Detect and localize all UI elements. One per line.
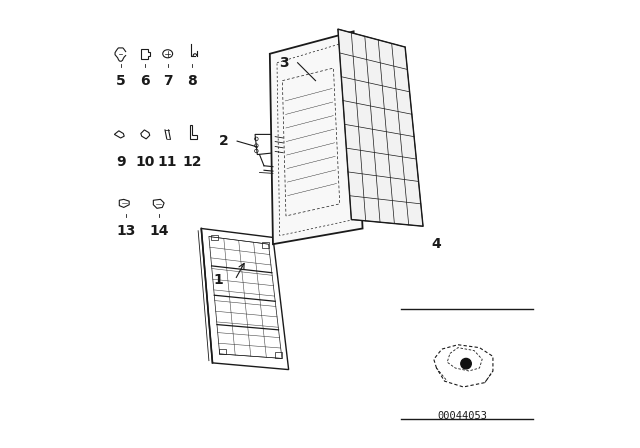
Text: 6: 6: [140, 74, 150, 88]
Text: 10: 10: [136, 155, 155, 168]
Polygon shape: [338, 29, 423, 226]
Bar: [219, 349, 226, 354]
Text: 13: 13: [116, 224, 136, 238]
Text: 9: 9: [116, 155, 125, 168]
Bar: [211, 235, 218, 240]
Bar: [262, 242, 269, 248]
Text: 1: 1: [214, 273, 224, 287]
Polygon shape: [270, 31, 362, 244]
Text: 12: 12: [182, 155, 202, 168]
Text: 2: 2: [218, 134, 228, 148]
Text: 7: 7: [163, 74, 173, 88]
Text: 8: 8: [188, 74, 197, 88]
Text: 11: 11: [158, 155, 177, 168]
Text: 3: 3: [279, 56, 289, 70]
Circle shape: [461, 358, 471, 369]
Text: 5: 5: [116, 74, 125, 88]
Bar: [275, 352, 282, 358]
Text: 00044053: 00044053: [438, 411, 488, 421]
Text: 4: 4: [431, 237, 442, 251]
Text: 14: 14: [149, 224, 168, 238]
